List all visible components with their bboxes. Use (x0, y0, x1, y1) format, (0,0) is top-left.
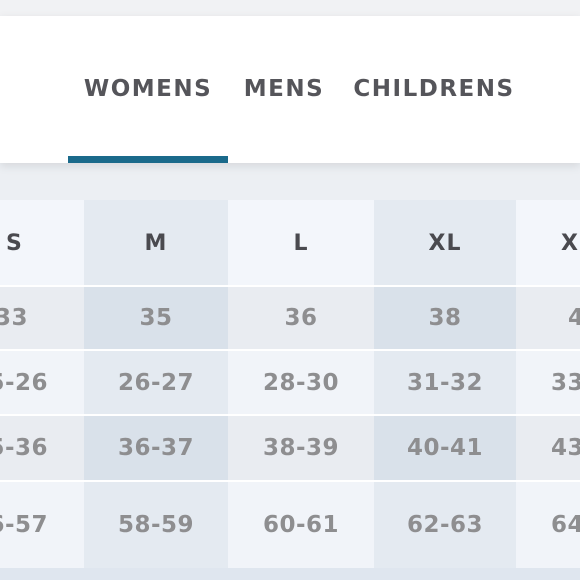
column-header-partial: X (516, 200, 580, 286)
page-top-background (0, 0, 580, 18)
table-cell: 33 (0, 286, 84, 350)
tab-mens[interactable]: MENS (238, 16, 330, 163)
column-header-m: M (84, 200, 228, 286)
table-cell: 5-26 (0, 350, 84, 415)
row-divider (0, 414, 580, 416)
table-cell: 36 (228, 286, 374, 350)
size-column-m: M 35 26-27 36-37 58-59 (84, 200, 228, 568)
table-cell: 33 (516, 350, 580, 415)
row-divider (0, 349, 580, 351)
tab-mens-label: MENS (243, 76, 325, 102)
tab-womens[interactable]: WOMENS (68, 16, 228, 163)
table-cell: 26-27 (84, 350, 228, 415)
table-cell: 38-39 (228, 415, 374, 481)
table-cell: 28-30 (228, 350, 374, 415)
row-divider (0, 480, 580, 482)
active-tab-indicator (68, 156, 228, 163)
column-header-s: S (0, 200, 84, 286)
table-cell: 43 (516, 415, 580, 481)
size-column-s: S 33 5-26 5-36 6-57 (0, 200, 84, 568)
table-cell: 36-37 (84, 415, 228, 481)
size-table: S 33 5-26 5-36 6-57 M 35 26-27 36-37 58-… (0, 200, 580, 580)
table-cell: 4 (516, 286, 580, 350)
size-category-tabs: WOMENS MENS CHILDRENS (0, 16, 580, 163)
table-cell: 35 (84, 286, 228, 350)
tab-childrens[interactable]: CHILDRENS (352, 16, 516, 163)
table-cell: 40-41 (374, 415, 516, 481)
tab-childrens-label: CHILDRENS (353, 76, 515, 102)
table-cell: 5-36 (0, 415, 84, 481)
table-cell: 38 (374, 286, 516, 350)
table-cell: 60-61 (228, 481, 374, 568)
column-header-l: L (228, 200, 374, 286)
table-cell: 64 (516, 481, 580, 568)
column-header-xl: XL (374, 200, 516, 286)
row-divider (0, 285, 580, 287)
tab-womens-label: WOMENS (83, 76, 213, 102)
size-column-partial: X 4 33 43 64 (516, 200, 580, 568)
table-bottom-edge (0, 568, 580, 580)
table-cell: 62-63 (374, 481, 516, 568)
size-column-l: L 36 28-30 38-39 60-61 (228, 200, 374, 568)
size-column-xl: XL 38 31-32 40-41 62-63 (374, 200, 516, 568)
table-cell: 31-32 (374, 350, 516, 415)
table-cell: 58-59 (84, 481, 228, 568)
table-cell: 6-57 (0, 481, 84, 568)
